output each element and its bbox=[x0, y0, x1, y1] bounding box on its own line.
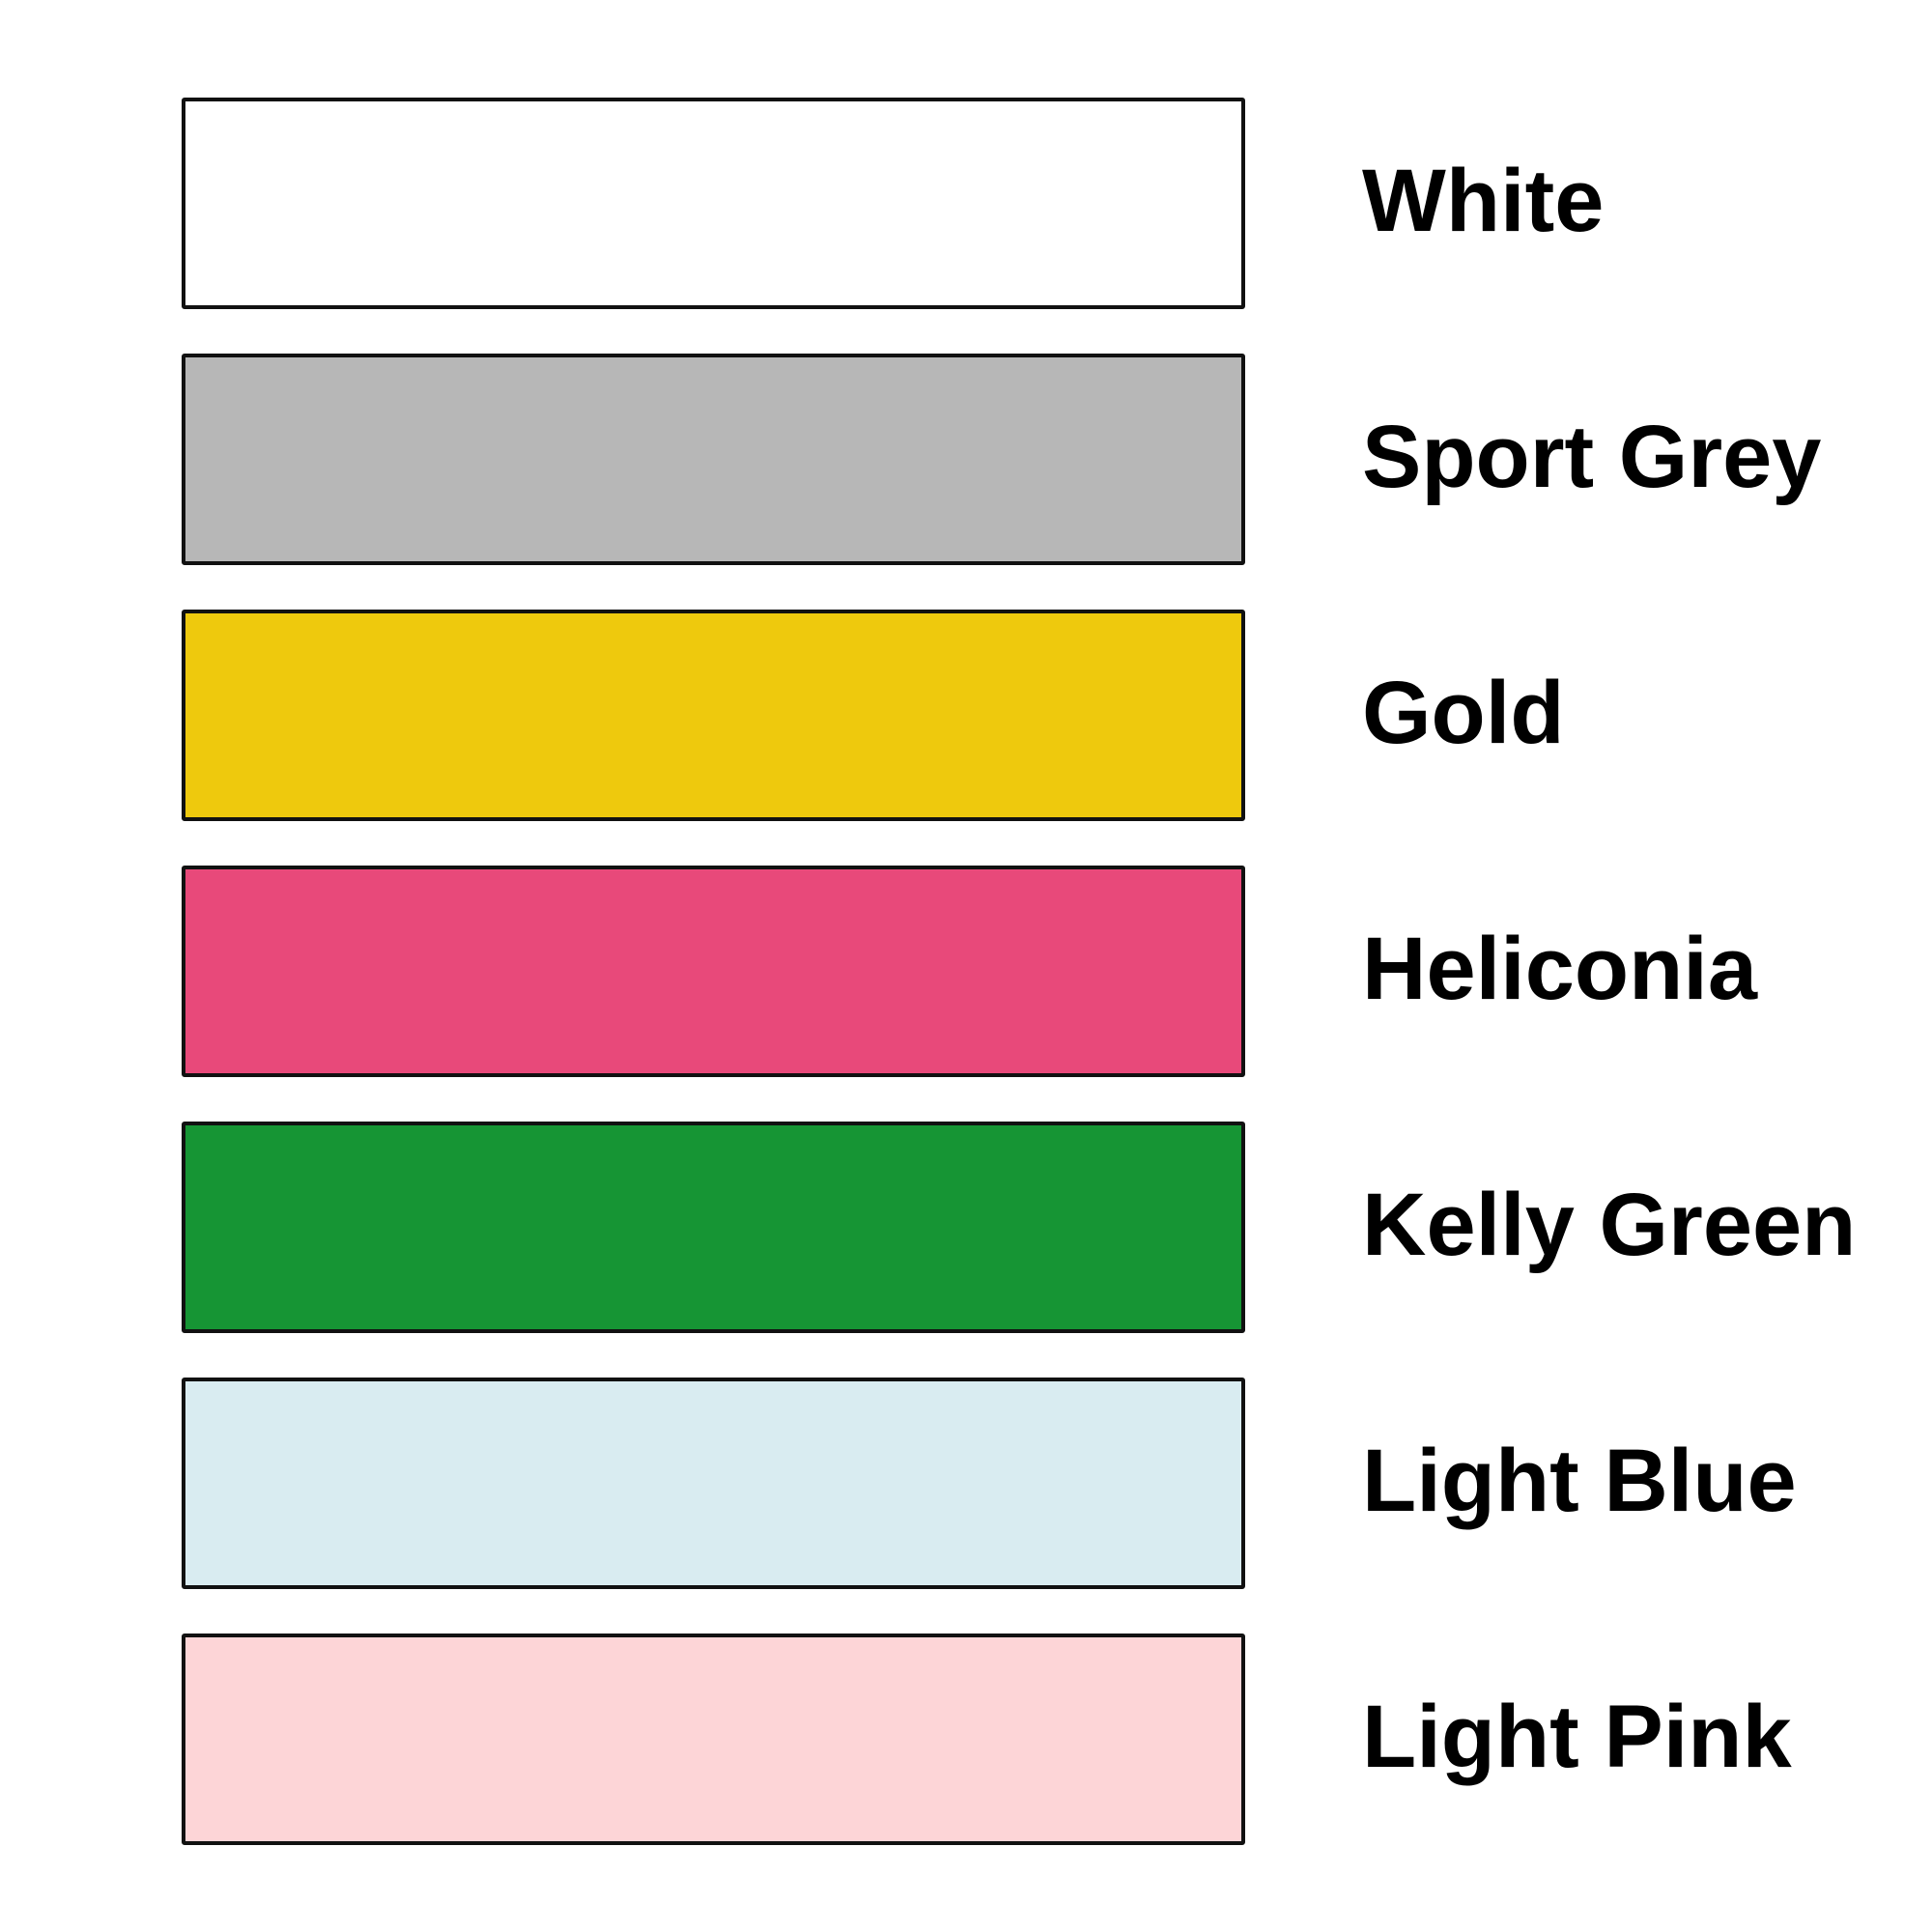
color-option-white[interactable]: White bbox=[0, 98, 1932, 309]
color-swatch[interactable] bbox=[182, 1634, 1245, 1845]
color-label: Light Pink bbox=[1362, 1688, 1792, 1786]
color-option-heliconia[interactable]: Heliconia bbox=[0, 866, 1932, 1077]
color-label: Sport Grey bbox=[1362, 408, 1822, 506]
color-swatch[interactable] bbox=[182, 1122, 1245, 1333]
color-label: Heliconia bbox=[1362, 920, 1758, 1018]
color-option-light-blue[interactable]: Light Blue bbox=[0, 1378, 1932, 1589]
color-swatch[interactable] bbox=[182, 1378, 1245, 1589]
color-label: Gold bbox=[1362, 664, 1565, 762]
color-label: White bbox=[1362, 152, 1605, 250]
color-swatch[interactable] bbox=[182, 866, 1245, 1077]
color-swatch[interactable] bbox=[182, 610, 1245, 821]
color-label: Light Blue bbox=[1362, 1432, 1797, 1530]
color-option-kelly-green[interactable]: Kelly Green bbox=[0, 1122, 1932, 1333]
color-swatch[interactable] bbox=[182, 354, 1245, 565]
color-option-sport-grey[interactable]: Sport Grey bbox=[0, 354, 1932, 565]
color-option-light-pink[interactable]: Light Pink bbox=[0, 1634, 1932, 1845]
color-option-gold[interactable]: Gold bbox=[0, 610, 1932, 821]
color-label: Kelly Green bbox=[1362, 1176, 1857, 1274]
color-swatch[interactable] bbox=[182, 98, 1245, 309]
